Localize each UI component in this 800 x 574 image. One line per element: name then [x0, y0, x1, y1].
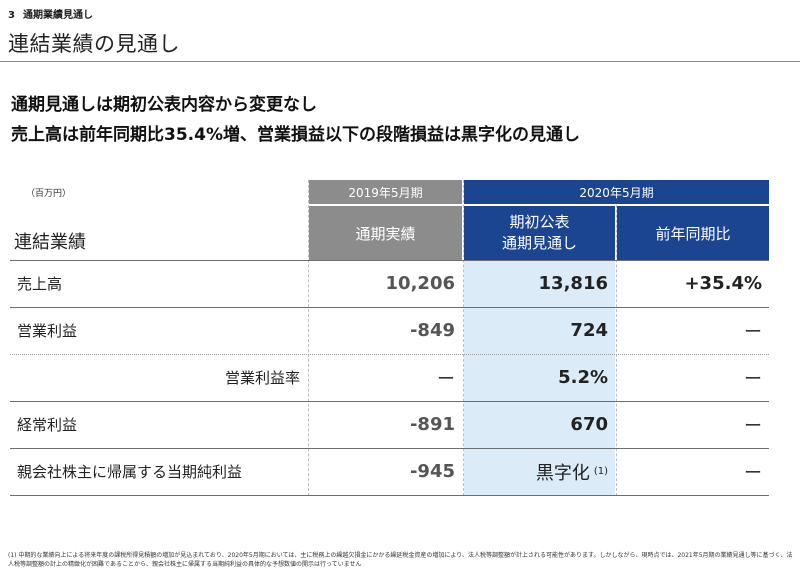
- row-divider: [10, 448, 769, 449]
- period-header-2019: 2019年5月期: [309, 180, 462, 204]
- row-divider: [10, 354, 769, 355]
- section-number: 3: [8, 10, 15, 21]
- column-header-forecast-line2: 通期見通し: [501, 234, 577, 252]
- column-divider: [463, 180, 464, 496]
- row-label-operating-margin: 営業利益率: [224, 369, 300, 387]
- yoy-net-income: ー: [744, 462, 762, 484]
- headline-2: 売上高は前年同期比35.4%増、営業損益以下の段階損益は黒字化の見通し: [11, 125, 580, 145]
- column-divider: [308, 180, 309, 496]
- yoy-operating-margin: ー: [744, 368, 762, 390]
- table-title: 連結業績: [14, 232, 86, 253]
- row-divider: [10, 307, 769, 308]
- yoy-ordinary-income: ー: [744, 415, 762, 437]
- forecast-ordinary-income: 670: [570, 414, 608, 435]
- row-label-ordinary-income: 経常利益: [17, 416, 78, 434]
- headline-1: 通期見通しは期初公表内容から変更なし: [11, 95, 317, 115]
- period-header-2020: 2020年5月期: [464, 180, 769, 204]
- actual-operating-income: -849: [409, 320, 455, 341]
- forecast-net-income: 黒字化 (1): [464, 448, 608, 495]
- section-name: 通期業績見通し: [22, 10, 93, 21]
- actual-ordinary-income: -891: [409, 414, 455, 435]
- row-divider: [10, 401, 769, 402]
- footnote: (1) 中期的な業績向上による将来年度の課税所得見積額の増加が見込まれており、2…: [8, 552, 793, 568]
- forecast-sales: 13,816: [538, 273, 608, 294]
- forecast-operating-margin: 5.2%: [558, 367, 608, 388]
- forecast-operating-income: 724: [570, 320, 608, 341]
- row-label-net-income: 親会社株主に帰属する当期純利益: [17, 463, 243, 481]
- footnote-marker: (1): [593, 466, 608, 477]
- page-title: 連結業績の見通し: [8, 32, 180, 56]
- section-label: 3 通期業績見通し: [8, 6, 93, 21]
- row-divider: [10, 260, 769, 261]
- actual-net-income: -945: [409, 461, 455, 482]
- unit-label: （百万円）: [26, 189, 72, 199]
- row-label-sales: 売上高: [17, 275, 63, 293]
- column-header-yoy: 前年同期比: [617, 206, 769, 260]
- forecast-net-income-value: 黒字化: [535, 462, 590, 484]
- row-divider: [10, 495, 769, 496]
- column-header-actual: 通期実績: [309, 206, 462, 260]
- yoy-operating-income: ー: [744, 321, 762, 343]
- column-divider: [616, 180, 617, 496]
- column-header-forecast-line1: 期初公表: [509, 213, 570, 231]
- actual-sales: 10,206: [385, 273, 455, 294]
- column-header-forecast: 期初公表 通期見通し: [464, 206, 615, 260]
- row-label-operating-income: 営業利益: [17, 322, 78, 340]
- yoy-sales: +35.4%: [684, 273, 762, 294]
- forecast-column-highlight: [464, 260, 615, 496]
- page-header: 3 通期業績見通し 連結業績の見通し: [0, 0, 800, 62]
- actual-operating-margin: ー: [437, 368, 455, 390]
